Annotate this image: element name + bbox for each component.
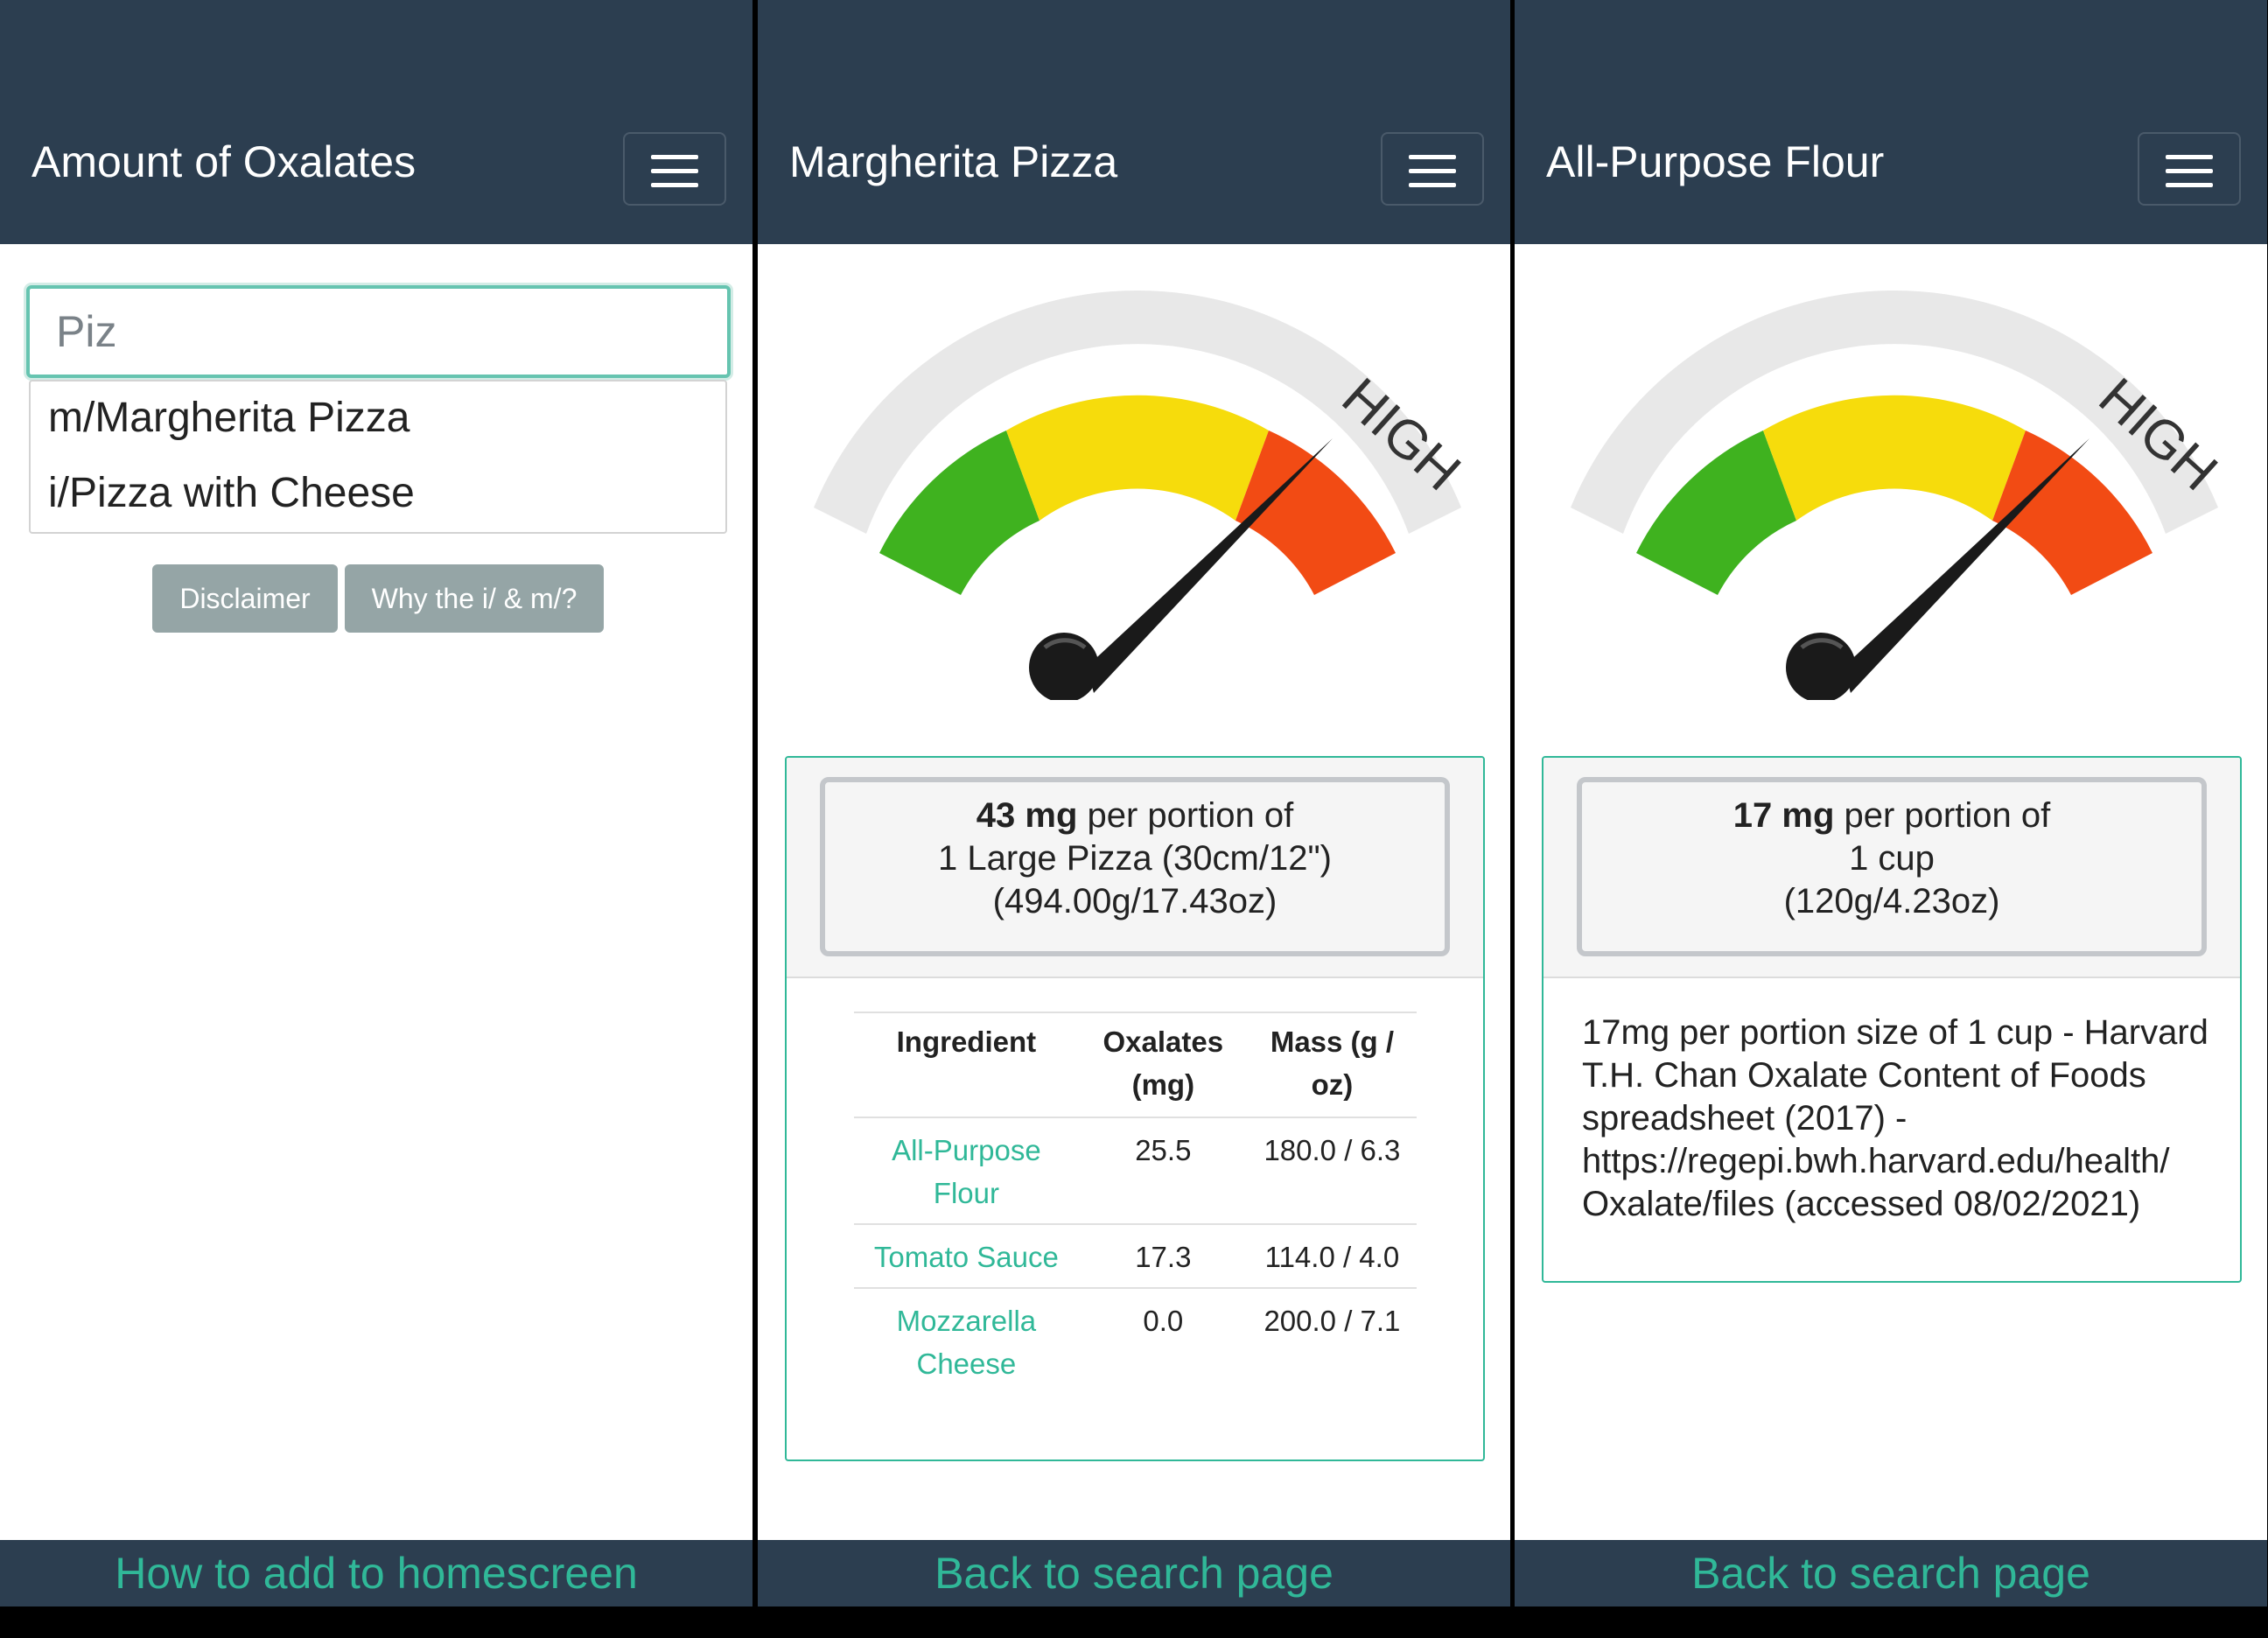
table-header-row: Ingredient Oxalates (mg) Mass (g / oz) xyxy=(854,1012,1417,1117)
homescreen-link[interactable]: How to add to homescreen xyxy=(0,1540,752,1606)
ingredient-table: Ingredient Oxalates (mg) Mass (g / oz) A… xyxy=(854,1012,1417,1394)
page-title: Amount of Oxalates xyxy=(32,137,416,186)
table-row: All-Purpose Flour 25.5 180.0 / 6.3 xyxy=(854,1116,1417,1224)
why-prefix-button[interactable]: Why the i/ & m/? xyxy=(345,564,604,633)
page-title: All-Purpose Flour xyxy=(1546,137,1885,186)
portion-summary: 43 mg per portion of 1 Large Pizza (30cm… xyxy=(820,777,1450,956)
back-to-search-link[interactable]: Back to search page xyxy=(758,1540,1510,1606)
summary-text: per portion of xyxy=(1077,796,1294,835)
oxalate-gauge: HIGH xyxy=(1571,290,2229,700)
flour-screen: All-Purpose Flour HIGH 17 mg per portion… xyxy=(1515,0,2267,1606)
column-header: Oxalates (mg) xyxy=(1078,1012,1248,1117)
source-citation: 17mg per portion size of 1 cup - Harvard… xyxy=(1582,1013,2208,1223)
ingredient-link[interactable]: All-Purpose Flour xyxy=(854,1116,1079,1224)
menu-bar xyxy=(1409,169,1456,173)
result-card: 43 mg per portion of 1 Large Pizza (30cm… xyxy=(785,756,1485,1461)
oxalate-amount: 17 mg xyxy=(1732,796,1835,835)
gauge-hub xyxy=(1786,633,1856,700)
gauge-yellow-zone xyxy=(1006,395,1269,521)
menu-bar xyxy=(651,155,698,159)
hamburger-menu-icon[interactable] xyxy=(2138,132,2241,206)
gauge-green-zone xyxy=(1636,430,1796,595)
ingredient-link[interactable]: Mozzarella Cheese xyxy=(854,1287,1079,1394)
menu-bar xyxy=(651,169,698,173)
menu-bar xyxy=(1409,155,1456,159)
portion-size: 1 Large Pizza (30cm/12") xyxy=(938,839,1332,878)
search-screen: Amount of Oxalates m/Margherita Pizza i/… xyxy=(0,0,752,1606)
portion-summary: 17 mg per portion of 1 cup (120g/4.23oz) xyxy=(1577,777,2207,956)
pizza-screen: Margherita Pizza HIGH 43 mg per portion … xyxy=(758,0,1510,1606)
gauge-hub-highlight xyxy=(1043,638,1087,649)
navbar: All-Purpose Flour xyxy=(1515,0,2267,244)
mass-value: 180.0 / 6.3 xyxy=(1247,1116,1417,1224)
portion-mass: (120g/4.23oz) xyxy=(1783,882,2000,920)
suggestion-item[interactable]: m/Margherita Pizza xyxy=(48,395,410,441)
gauge-rim xyxy=(1571,290,2218,534)
gauge-needle xyxy=(1087,438,1333,693)
menu-bar xyxy=(651,183,698,187)
menu-bar xyxy=(2166,155,2213,159)
mass-value: 200.0 / 7.1 xyxy=(1247,1287,1417,1394)
oxalate-amount: 43 mg xyxy=(976,796,1078,835)
gauge-hub-highlight xyxy=(1800,638,1844,649)
oxalate-value: 17.3 xyxy=(1078,1223,1248,1288)
page-title: Margherita Pizza xyxy=(789,137,1118,186)
card-header: 43 mg per portion of 1 Large Pizza (30cm… xyxy=(787,758,1483,978)
portion-size: 1 cup xyxy=(1849,839,1935,878)
gauge-needle xyxy=(1844,438,2090,693)
suggestion-item[interactable]: i/Pizza with Cheese xyxy=(48,470,415,516)
menu-bar xyxy=(1409,183,1456,187)
table-row: Mozzarella Cheese 0.0 200.0 / 7.1 xyxy=(854,1287,1417,1394)
hamburger-menu-icon[interactable] xyxy=(1381,132,1484,206)
gauge-red-zone xyxy=(1992,430,2152,595)
gauge-rim xyxy=(814,290,1461,534)
mass-value: 114.0 / 4.0 xyxy=(1247,1223,1417,1288)
card-header: 17 mg per portion of 1 cup (120g/4.23oz) xyxy=(1544,758,2240,978)
table-row: Tomato Sauce 17.3 114.0 / 4.0 xyxy=(854,1223,1417,1288)
column-header: Ingredient xyxy=(854,1012,1079,1117)
result-card: 17 mg per portion of 1 cup (120g/4.23oz)… xyxy=(1542,756,2242,1283)
search-input[interactable] xyxy=(26,285,731,378)
ingredient-link[interactable]: Tomato Sauce xyxy=(854,1223,1079,1288)
navbar: Amount of Oxalates xyxy=(0,0,752,244)
gauge-green-zone xyxy=(879,430,1040,595)
gauge-yellow-zone xyxy=(1763,395,2026,521)
gauge-red-zone xyxy=(1236,430,1396,595)
navbar: Margherita Pizza xyxy=(758,0,1510,244)
summary-text: per portion of xyxy=(1834,796,2051,835)
hamburger-menu-icon[interactable] xyxy=(623,132,726,206)
portion-mass: (494.00g/17.43oz) xyxy=(992,882,1278,920)
column-header: Mass (g / oz) xyxy=(1247,1012,1417,1117)
menu-bar xyxy=(2166,183,2213,187)
oxalate-value: 0.0 xyxy=(1078,1287,1248,1394)
oxalate-value: 25.5 xyxy=(1078,1116,1248,1224)
menu-bar xyxy=(2166,169,2213,173)
back-to-search-link[interactable]: Back to search page xyxy=(1515,1540,2267,1606)
oxalate-gauge: HIGH xyxy=(814,290,1472,700)
disclaimer-button[interactable]: Disclaimer xyxy=(152,564,338,633)
gauge-hub xyxy=(1029,633,1099,700)
suggestion-list: m/Margherita Pizza i/Pizza with Cheese xyxy=(29,380,727,534)
